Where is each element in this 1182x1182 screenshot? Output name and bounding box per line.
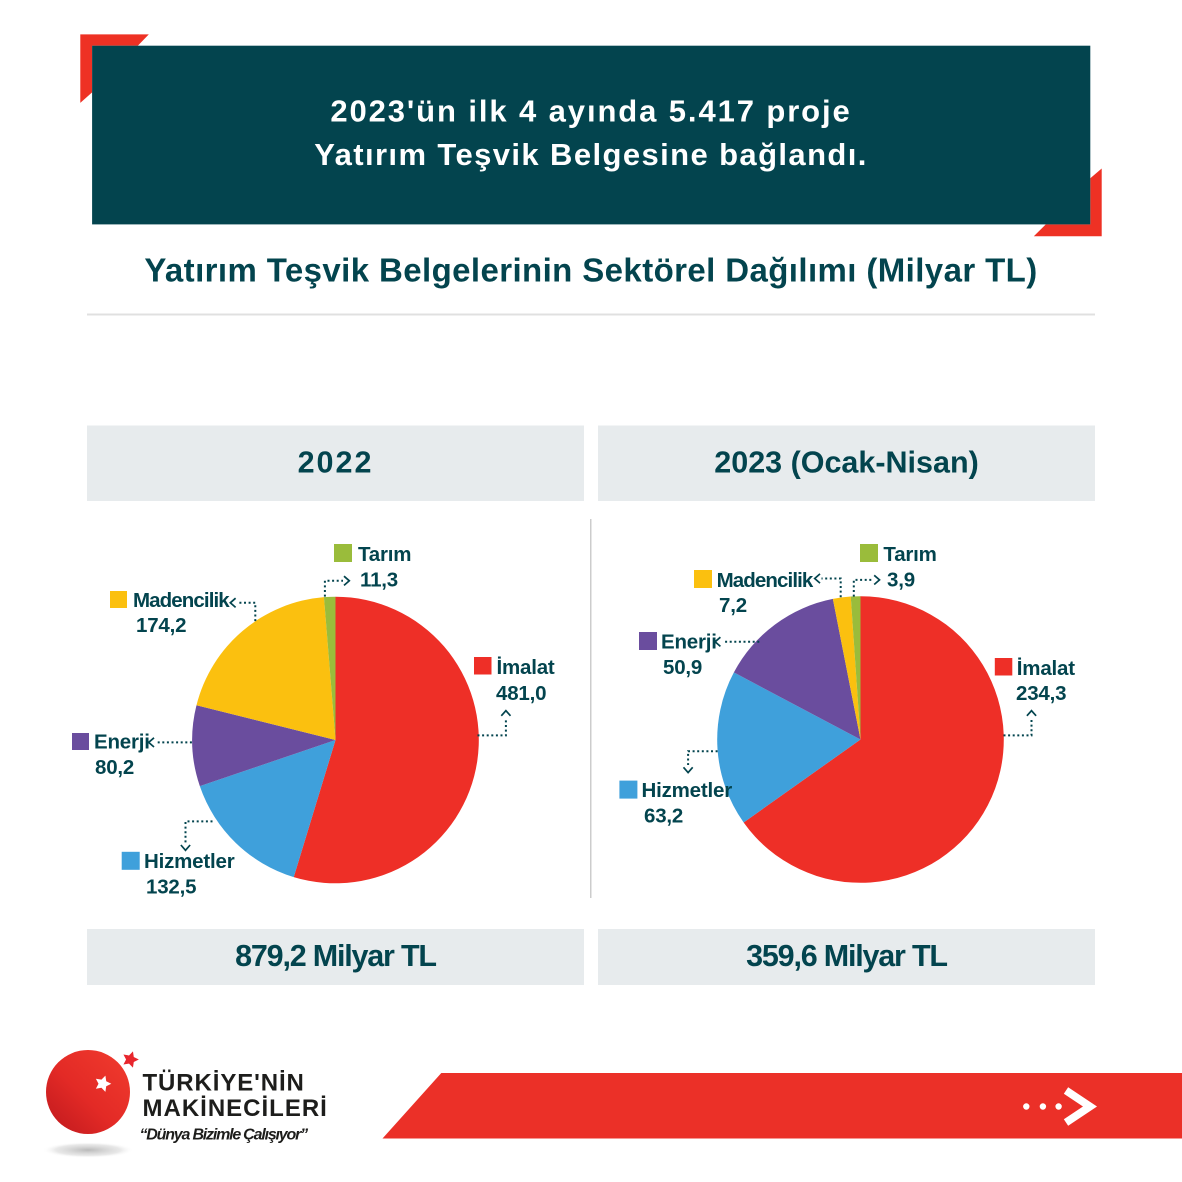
- svg-text:174,2: 174,2: [136, 614, 186, 637]
- svg-text:Enerji: Enerji: [661, 631, 717, 654]
- svg-text:2023'ün ilk 4 ayında 5.417 pro: 2023'ün ilk 4 ayında 5.417 proje: [330, 94, 851, 129]
- svg-text:63,2: 63,2: [644, 804, 683, 827]
- svg-text:7,2: 7,2: [719, 594, 747, 617]
- svg-text:TÜRKİYE'NİN: TÜRKİYE'NİN: [143, 1070, 305, 1097]
- svg-text:Madencilik: Madencilik: [133, 589, 230, 612]
- svg-text:359,6 Milyar TL: 359,6 Milyar TL: [746, 939, 947, 973]
- svg-text:Hizmetler: Hizmetler: [642, 779, 733, 802]
- svg-text:50,9: 50,9: [663, 656, 702, 679]
- svg-text:132,5: 132,5: [146, 876, 196, 899]
- svg-text:MAKİNECİLERİ: MAKİNECİLERİ: [143, 1095, 328, 1122]
- svg-text:80,2: 80,2: [95, 756, 134, 779]
- svg-text:2022: 2022: [298, 445, 374, 479]
- svg-text:Yatırım Teşvik Belgelerinin Se: Yatırım Teşvik Belgelerinin Sektörel Dağ…: [144, 252, 1037, 289]
- svg-text:879,2 Milyar TL: 879,2 Milyar TL: [235, 939, 436, 973]
- svg-text:“Dünya Bizimle Çalışıyor”: “Dünya Bizimle Çalışıyor”: [140, 1127, 309, 1144]
- svg-text:3,9: 3,9: [887, 569, 915, 592]
- svg-text:Yatırım Teşvik Belgesine bağla: Yatırım Teşvik Belgesine bağlandı.: [314, 137, 868, 172]
- svg-text:İmalat: İmalat: [1017, 657, 1075, 680]
- svg-text:Hizmetler: Hizmetler: [144, 850, 235, 873]
- svg-text:11,3: 11,3: [360, 569, 398, 592]
- svg-text:İmalat: İmalat: [497, 656, 555, 679]
- svg-text:2023 (Ocak-Nisan): 2023 (Ocak-Nisan): [714, 445, 978, 479]
- svg-text:Tarım: Tarım: [358, 543, 411, 566]
- svg-text:481,0: 481,0: [496, 682, 546, 705]
- svg-text:Madencilik: Madencilik: [717, 569, 814, 592]
- svg-text:234,3: 234,3: [1016, 682, 1066, 705]
- svg-text:Enerji: Enerji: [94, 731, 150, 754]
- svg-text:Tarım: Tarım: [883, 543, 936, 566]
